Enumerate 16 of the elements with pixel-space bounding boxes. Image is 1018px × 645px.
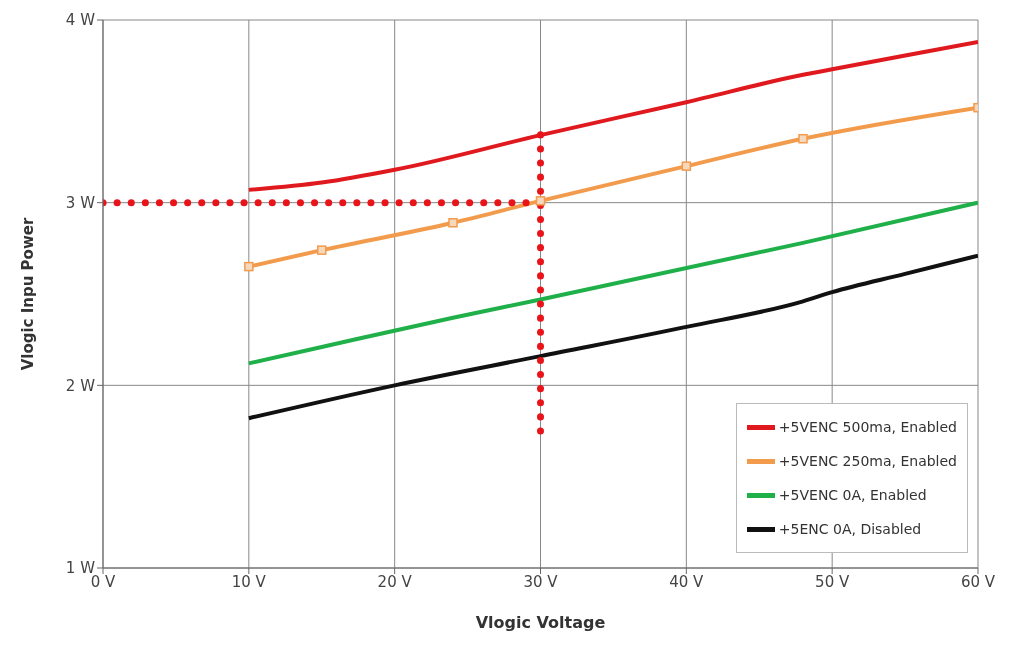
- x-tick-label: 0 V: [90, 572, 117, 591]
- y-tick-label: 4 W: [65, 11, 96, 30]
- x-tick-label: 40 V: [669, 572, 705, 591]
- x-tick-label: 20 V: [377, 572, 413, 591]
- legend-label: +5VENC 250ma, Enabled: [778, 453, 957, 469]
- x-tick-label: 50 V: [815, 572, 850, 591]
- y-tick-label: 3 W: [65, 193, 96, 212]
- x-tick-label: 60 V: [960, 572, 996, 591]
- y-axis-title: Vlogic Inpu Power: [19, 217, 38, 371]
- x-tick-label: 30 V: [523, 572, 559, 591]
- x-axis-title: Vlogic Voltage: [475, 613, 606, 632]
- legend-label: +5ENC 0A, Disabled: [778, 521, 922, 537]
- y-tick-label: 2 W: [65, 376, 96, 395]
- x-tick-label: 10 V: [231, 572, 267, 591]
- legend-label: +5VENC 0A, Enabled: [778, 487, 927, 503]
- legend-label: +5VENC 500ma, Enabled: [778, 419, 957, 435]
